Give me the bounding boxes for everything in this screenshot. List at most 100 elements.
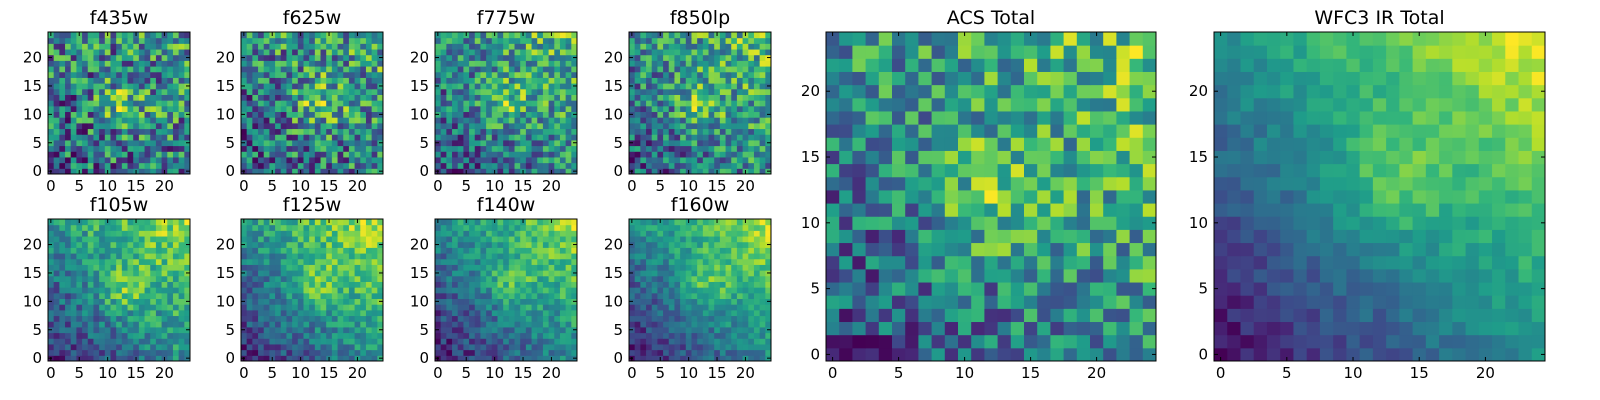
heatmap-cell bbox=[275, 122, 282, 130]
heatmap-cell bbox=[525, 219, 533, 226]
heatmap-cell bbox=[474, 60, 481, 67]
heatmap-cell bbox=[559, 230, 567, 237]
heatmap-cell bbox=[452, 43, 459, 50]
heatmap-cell bbox=[121, 247, 129, 254]
heatmap-cell bbox=[759, 332, 766, 339]
heatmap-cell bbox=[172, 122, 180, 130]
heatmap-cell bbox=[116, 139, 123, 147]
heatmap-cell bbox=[252, 139, 259, 147]
heatmap-cell bbox=[542, 100, 550, 107]
heatmap-cell bbox=[178, 304, 185, 311]
heatmap-cell bbox=[480, 321, 487, 328]
heatmap-cell bbox=[725, 37, 732, 44]
heatmap-cell bbox=[634, 332, 641, 339]
heatmap-cell bbox=[99, 343, 106, 351]
heatmap-cell bbox=[286, 236, 293, 243]
heatmap-cell bbox=[691, 122, 698, 130]
heatmap-cell bbox=[474, 343, 481, 351]
heatmap-cell bbox=[736, 37, 744, 44]
heatmap-cell bbox=[70, 287, 77, 294]
heatmap-cell bbox=[314, 156, 322, 164]
y-tick-label: 15 bbox=[23, 264, 42, 282]
heatmap-cell bbox=[542, 156, 550, 164]
heatmap-cell bbox=[691, 60, 698, 67]
heatmap-cell bbox=[702, 122, 710, 130]
heatmap-cell bbox=[70, 100, 77, 107]
heatmap-cell bbox=[663, 134, 670, 141]
heatmap-cell bbox=[241, 343, 248, 351]
heatmap-cell bbox=[542, 309, 550, 317]
heatmap-cell bbox=[634, 338, 641, 345]
heatmap-cell bbox=[326, 332, 333, 339]
heatmap-cell bbox=[309, 32, 316, 39]
heatmap-cell bbox=[537, 134, 544, 141]
heatmap-cell bbox=[691, 66, 698, 73]
heatmap-cell bbox=[497, 94, 504, 101]
heatmap-cell bbox=[326, 54, 333, 61]
heatmap-cell bbox=[309, 355, 316, 362]
heatmap-cell bbox=[59, 321, 66, 328]
heatmap-cell bbox=[634, 281, 641, 288]
heatmap-cell bbox=[365, 241, 373, 248]
heatmap-cell bbox=[184, 43, 191, 50]
heatmap-cell bbox=[634, 292, 641, 300]
heatmap-cell bbox=[246, 304, 253, 311]
heatmap-cell bbox=[554, 247, 561, 254]
heatmap-cell bbox=[537, 32, 544, 39]
heatmap-cell bbox=[172, 134, 180, 141]
heatmap-cell bbox=[138, 145, 146, 152]
heatmap-cell bbox=[314, 139, 322, 147]
heatmap-cell bbox=[719, 349, 727, 356]
heatmap-cell bbox=[87, 156, 94, 164]
heatmap-cell bbox=[70, 315, 77, 322]
heatmap-cell bbox=[155, 105, 163, 113]
heatmap-cell bbox=[719, 332, 727, 339]
heatmap-cell bbox=[320, 349, 327, 356]
heatmap-cell bbox=[742, 281, 749, 288]
heatmap-cell bbox=[241, 281, 248, 288]
heatmap-cell bbox=[629, 122, 636, 130]
heatmap-cell bbox=[497, 122, 504, 130]
heatmap-cell bbox=[559, 77, 567, 84]
heatmap-cell bbox=[446, 156, 453, 164]
heatmap-cell bbox=[76, 43, 83, 50]
heatmap-cell bbox=[155, 224, 163, 231]
heatmap-cell bbox=[697, 168, 704, 175]
heatmap-cell bbox=[297, 145, 304, 152]
heatmap-cell bbox=[155, 66, 163, 73]
heatmap-cell bbox=[748, 111, 755, 118]
heatmap-cell bbox=[59, 275, 66, 282]
heatmap-cell bbox=[469, 94, 476, 101]
heatmap-cell bbox=[184, 219, 191, 226]
heatmap-cell bbox=[172, 32, 180, 39]
heatmap-cell bbox=[275, 343, 282, 351]
heatmap-cell bbox=[280, 117, 287, 124]
heatmap-cell bbox=[691, 111, 698, 118]
heatmap-cell bbox=[93, 54, 100, 61]
heatmap-cell bbox=[525, 105, 533, 113]
heatmap-cell bbox=[748, 66, 755, 73]
heatmap-cell bbox=[121, 349, 129, 356]
heatmap-cell bbox=[121, 37, 129, 44]
heatmap-cell bbox=[172, 219, 180, 226]
heatmap-cell bbox=[719, 139, 727, 147]
heatmap-cell bbox=[331, 224, 339, 231]
heatmap-cell bbox=[731, 37, 738, 44]
heatmap-cell bbox=[680, 321, 687, 328]
heatmap-cell bbox=[150, 281, 157, 288]
heatmap-cell bbox=[702, 139, 710, 147]
heatmap-cell bbox=[565, 338, 572, 345]
heatmap-cell bbox=[127, 304, 134, 311]
heatmap-cell bbox=[742, 321, 749, 328]
heatmap-cell bbox=[110, 117, 117, 124]
heatmap-cell bbox=[753, 88, 761, 95]
heatmap-cell bbox=[167, 117, 174, 124]
heatmap-cell bbox=[440, 66, 447, 73]
heatmap-cell bbox=[263, 94, 270, 101]
heatmap-cell bbox=[542, 224, 550, 231]
heatmap-cell bbox=[178, 258, 185, 265]
heatmap-cell bbox=[497, 292, 504, 300]
heatmap-cell bbox=[172, 241, 180, 248]
heatmap-cell bbox=[697, 71, 704, 78]
heatmap-cell bbox=[640, 32, 647, 39]
